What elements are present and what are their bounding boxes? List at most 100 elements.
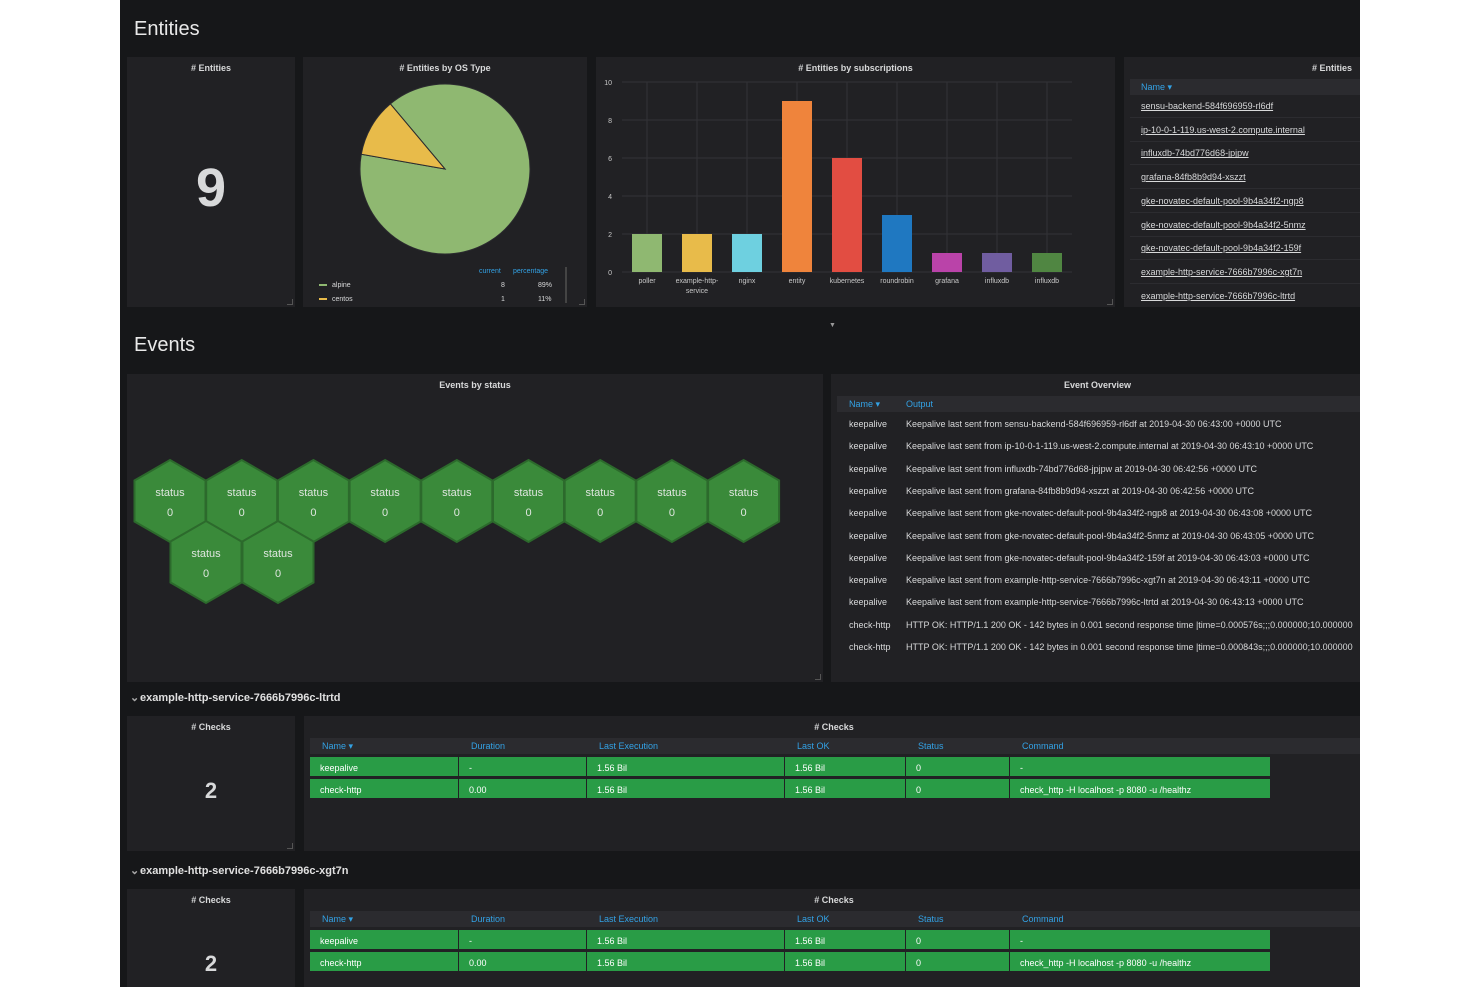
event-overview-panel[interactable]: Event Overview Name ▾ Output keepalive Ke… — [831, 374, 1360, 682]
table-cell: 1.56 Bil — [785, 951, 905, 971]
panel-title[interactable]: # Entities — [190, 63, 231, 73]
checks-table-panel[interactable]: # Checks Name ▾ Duration Last Execution Last… — [304, 888, 1360, 987]
entity-link[interactable]: gke-novatec-default-pool-9b4a34f2-159f — [1141, 243, 1302, 254]
x-tick-label: grafana — [935, 278, 959, 285]
column-header[interactable]: Name ▾ — [322, 913, 354, 924]
checks-count-panel[interactable]: # Checks 2 — [127, 716, 295, 851]
hexagon-label: status — [155, 487, 185, 499]
legend-header-percentage[interactable]: percentage — [513, 268, 549, 275]
panel-title[interactable]: # Entities by OS Type — [399, 63, 491, 73]
status-hexagon[interactable]: status 0 — [420, 458, 494, 544]
column-header[interactable]: Duration — [471, 741, 506, 751]
status-hexagon[interactable]: status 0 — [563, 458, 637, 544]
entity-link[interactable]: example-http-service-7666b7996c-xgt7n — [1141, 266, 1303, 277]
column-header[interactable]: Duration — [471, 913, 506, 924]
resize-handle-icon[interactable] — [579, 299, 585, 305]
table-row[interactable]: check-http HTTP OK: HTTP/1.1 200 OK - 142… — [837, 614, 1360, 636]
event-name: keepalive — [849, 575, 888, 586]
entity-link[interactable]: grafana-84fb8b9d94-xszzt — [1141, 172, 1246, 183]
table-row[interactable]: keepalive Keepalive last sent from gke-no… — [837, 547, 1360, 569]
column-header[interactable]: Status — [918, 913, 944, 924]
table-row[interactable]: keepalive Keepalive last sent from ip-10-… — [837, 435, 1360, 457]
bar-influxdb[interactable] — [1032, 253, 1062, 272]
table-row[interactable]: keepalive Keepalive last sent from sensu-… — [837, 413, 1360, 435]
table-row[interactable]: keepalive Keepalive last sent from grafan… — [837, 480, 1360, 502]
hexagon-shape — [563, 458, 637, 544]
table-row[interactable]: keepalive Keepalive last sent from influx… — [837, 458, 1360, 480]
table-row[interactable]: check-http HTTP OK: HTTP/1.1 200 OK - 142… — [837, 636, 1360, 658]
status-hexagon[interactable]: status 0 — [241, 519, 315, 605]
status-hexagon[interactable]: status 0 — [492, 458, 565, 544]
resize-handle-icon[interactable] — [1107, 299, 1113, 305]
subscriptions-panel[interactable]: # Entities by subscriptions 0 2 4 6 8 10 polle… — [596, 57, 1115, 307]
entity-link[interactable]: gke-novatec-default-pool-9b4a34f2-5nmz — [1141, 219, 1306, 230]
entity-link[interactable]: influxdb-74bd776d68-jpjpw — [1141, 148, 1249, 159]
row-title-events[interactable]: Events — [134, 334, 196, 356]
panel-title[interactable]: # Entities by subscriptions — [798, 63, 913, 73]
table-row[interactable]: keepalive Keepalive last sent from exampl… — [837, 591, 1360, 613]
bar-poller[interactable] — [632, 234, 662, 272]
chevron-down-icon[interactable]: ⌄ — [130, 864, 140, 877]
column-header[interactable]: Last OK — [797, 741, 830, 751]
panel-title[interactable]: Event Overview — [1063, 380, 1132, 390]
column-header[interactable]: Status — [918, 741, 944, 751]
table-row[interactable]: keepalive Keepalive last sent from exampl… — [837, 569, 1360, 591]
table-row[interactable]: keepalive Keepalive last sent from gke-no… — [837, 502, 1360, 524]
entities-table-panel[interactable]: # Entities Name ▾ sensu-backend-584f6969… — [1124, 57, 1360, 307]
status-hexagon[interactable]: status 0 — [707, 458, 781, 544]
pie-slice-centos[interactable] — [360, 103, 447, 170]
checks-count-panel[interactable]: # Checks 2 — [127, 888, 295, 987]
column-header[interactable]: Last Execution — [599, 741, 659, 751]
status-hexagon[interactable]: status 0 — [635, 458, 709, 544]
column-header[interactable]: Name ▾ — [322, 741, 354, 751]
bar-grafana[interactable] — [932, 253, 962, 272]
row-title-entities[interactable]: Entities — [134, 18, 200, 40]
column-header[interactable]: Last Execution — [599, 913, 659, 924]
entity-count-panel[interactable]: # Entities 9 — [127, 57, 295, 307]
legend-item-alpine[interactable]: alpine — [319, 282, 351, 289]
column-header-name[interactable]: Name ▾ — [1141, 82, 1173, 92]
column-header[interactable]: Command — [1022, 741, 1064, 751]
column-header[interactable]: Last OK — [797, 913, 830, 924]
column-header-name[interactable]: Name ▾ — [849, 399, 881, 409]
section-title[interactable]: ⌄example-http-service-7666b7996c-ltrtd — [130, 691, 341, 704]
entity-link[interactable]: sensu-backend-584f696959-rl6df — [1141, 101, 1274, 111]
entity-link[interactable]: gke-novatec-default-pool-9b4a34f2-ngp8 — [1141, 195, 1304, 206]
panel-title[interactable]: # Checks — [814, 722, 854, 732]
resize-handle-icon[interactable] — [287, 299, 293, 305]
chevron-down-icon[interactable]: ⌄ — [130, 692, 140, 704]
section-title-text: example-http-service-7666b7996c-xgt7n — [140, 864, 349, 877]
bar-entity[interactable] — [782, 101, 812, 272]
table-cell: - — [459, 757, 586, 776]
resize-handle-icon[interactable] — [287, 843, 293, 849]
panel-title[interactable]: # Checks — [191, 894, 231, 905]
event-name: keepalive — [849, 441, 888, 452]
collapse-row-icon[interactable]: ▼ — [829, 322, 836, 329]
column-header[interactable]: Command — [1022, 913, 1064, 924]
section-title[interactable]: ⌄example-http-service-7666b7996c-xgt7n — [130, 864, 348, 877]
table-row[interactable]: keepalive Keepalive last sent from gke-no… — [837, 525, 1360, 547]
checks-table-panel[interactable]: # Checks Name ▾ Duration Last Execution Last… — [304, 716, 1360, 851]
legend-scrollbar[interactable] — [565, 267, 567, 303]
resize-handle-icon[interactable] — [815, 674, 821, 680]
panel-title[interactable]: # Checks — [191, 722, 231, 732]
y-tick-label: 4 — [608, 194, 612, 201]
bar-example-http-service[interactable] — [682, 234, 712, 272]
bar-nginx[interactable] — [732, 234, 762, 272]
panel-title[interactable]: # Checks — [814, 894, 854, 905]
panel-title[interactable]: # Entities — [1311, 63, 1352, 73]
table-cell: 1.56 Bil — [587, 951, 784, 971]
entity-link[interactable]: ip-10-0-1-119.us-west-2.compute.internal — [1141, 124, 1305, 135]
entity-link[interactable]: example-http-service-7666b7996c-ltrtd — [1141, 290, 1296, 301]
status-hexagon[interactable]: status 0 — [348, 458, 422, 544]
bar-roundrobin[interactable] — [882, 215, 912, 272]
panel-title[interactable]: Events by status — [439, 380, 511, 390]
os-type-panel[interactable]: # Entities by OS Type current percentage… — [303, 57, 587, 307]
bar-kubernetes[interactable] — [832, 158, 862, 272]
legend-item-centos[interactable]: centos — [319, 296, 353, 303]
bar-influxdb[interactable] — [982, 253, 1012, 272]
legend-header-current[interactable]: current — [479, 268, 501, 275]
column-header-output[interactable]: Output — [906, 399, 934, 409]
status-hexagon[interactable]: status 0 — [169, 519, 243, 605]
